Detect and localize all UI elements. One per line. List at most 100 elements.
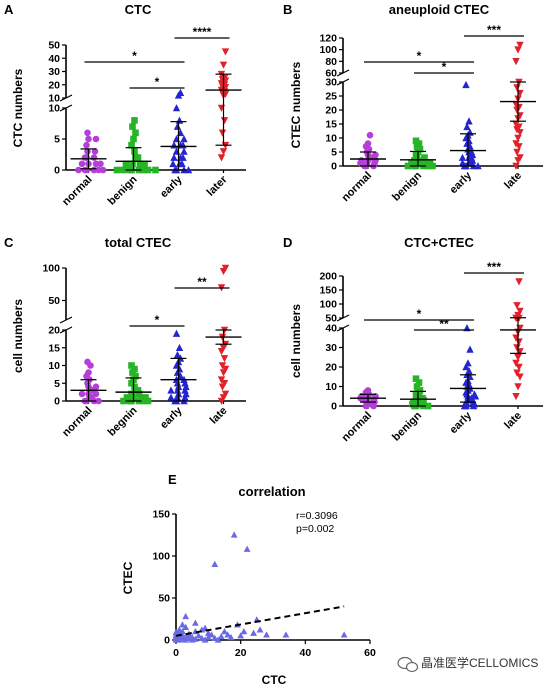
data-point — [113, 166, 121, 174]
data-point — [513, 344, 521, 352]
data-point — [195, 632, 203, 639]
data-point — [366, 131, 374, 139]
axis-break-mark — [59, 316, 73, 324]
data-point — [465, 367, 473, 375]
data-point — [91, 148, 99, 155]
x-tick-label: 40 — [299, 647, 311, 659]
data-point — [134, 154, 142, 161]
category-label: normal — [60, 405, 94, 439]
data-point — [84, 148, 91, 155]
data-point — [178, 159, 186, 168]
data-point — [192, 619, 199, 626]
data-point — [201, 636, 209, 643]
y-tick-label: 10 — [48, 103, 60, 115]
data-point — [263, 631, 270, 638]
data-point — [182, 623, 190, 630]
data-point — [512, 120, 520, 128]
data-point — [412, 396, 420, 404]
data-point — [474, 162, 482, 170]
wechat-icon — [405, 661, 419, 673]
data-point — [421, 154, 428, 161]
data-point — [256, 626, 264, 633]
data-point — [179, 621, 186, 628]
correlation-r: r=0.3096 — [296, 510, 338, 522]
data-point — [182, 612, 190, 620]
significance-label: **** — [193, 25, 212, 39]
y-tick-label: 20 — [48, 325, 60, 337]
data-point — [220, 74, 229, 83]
data-point — [372, 151, 379, 159]
data-point — [364, 140, 372, 147]
y-tick-label: 100 — [319, 299, 337, 311]
data-point — [141, 160, 148, 168]
data-point — [214, 636, 222, 643]
data-point — [179, 153, 187, 161]
y-tick-label: 5 — [54, 378, 60, 390]
data-point — [140, 397, 147, 405]
data-point — [169, 159, 177, 168]
data-point — [137, 394, 145, 401]
data-point — [465, 380, 473, 388]
y-tick-label: 50 — [325, 313, 337, 325]
data-point — [237, 632, 245, 639]
data-point — [217, 633, 225, 640]
data-point — [358, 157, 365, 164]
data-point — [250, 629, 257, 636]
data-point — [81, 166, 89, 174]
panel-letter: D — [283, 235, 292, 250]
y-tick-label: 40 — [325, 323, 337, 335]
data-point — [179, 628, 186, 635]
data-point — [75, 166, 82, 174]
data-point — [85, 135, 92, 143]
data-point — [404, 162, 412, 170]
y-tick-label: 0 — [331, 401, 337, 413]
data-point — [465, 117, 473, 125]
y-tick-label: 15 — [325, 119, 337, 131]
data-point — [135, 390, 143, 398]
data-point — [211, 560, 219, 567]
data-point — [218, 362, 227, 370]
trend-line — [175, 605, 345, 637]
data-point — [128, 379, 135, 387]
y-tick-label: 150 — [319, 285, 337, 297]
data-point — [180, 135, 188, 143]
category-label: begnin — [106, 404, 140, 438]
y-tick-label: 0 — [164, 635, 170, 647]
data-point — [220, 379, 229, 388]
y-tick-label: 10 — [48, 360, 60, 372]
y-axis-label: CTEC numbers — [289, 61, 303, 148]
data-point — [172, 329, 181, 337]
data-point — [221, 365, 230, 373]
x-tick-label: 60 — [364, 647, 376, 659]
data-point — [208, 631, 215, 638]
y-tick-label: 20 — [48, 79, 60, 91]
significance-label: *** — [487, 23, 501, 37]
y-tick-label: 50 — [158, 593, 170, 605]
significance-label: * — [155, 313, 160, 327]
data-point — [129, 160, 136, 168]
data-point — [512, 58, 520, 66]
category-label: early — [447, 169, 474, 196]
data-point — [467, 148, 476, 156]
data-point — [152, 166, 159, 174]
data-point — [516, 307, 524, 315]
y-tick-label: 100 — [319, 44, 337, 56]
data-point — [173, 122, 182, 130]
data-point — [201, 624, 209, 631]
data-point — [128, 362, 135, 369]
data-point — [219, 148, 228, 156]
y-tick-label: 0 — [54, 165, 60, 177]
data-point — [134, 387, 142, 394]
y-tick-label: 5 — [54, 134, 60, 146]
y-tick-label: 0 — [54, 396, 60, 408]
data-point — [243, 545, 251, 552]
data-point — [176, 88, 185, 96]
data-point — [192, 635, 199, 642]
data-point — [129, 369, 136, 376]
watermark: 晶准医学CELLOMICS — [397, 655, 538, 673]
y-tick-label: 150 — [152, 509, 170, 521]
category-label: normal — [340, 170, 374, 204]
